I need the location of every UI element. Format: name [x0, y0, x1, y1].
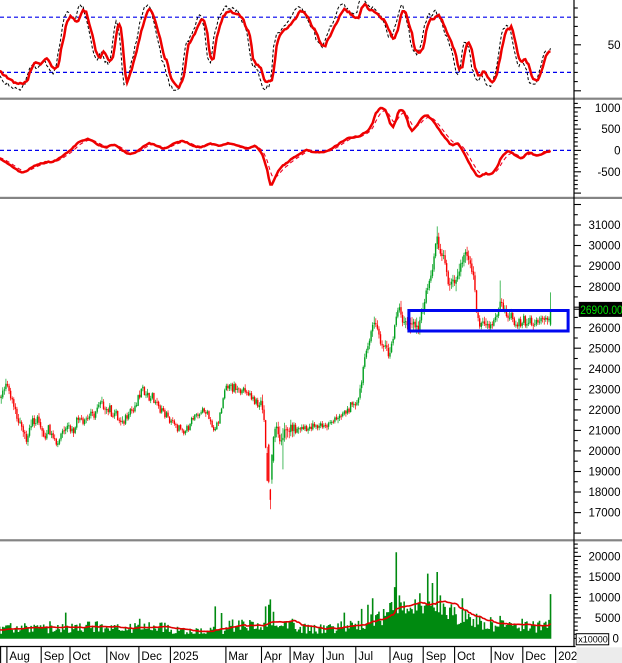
svg-text:Nov: Nov	[109, 651, 130, 663]
svg-text:Jul: Jul	[358, 651, 373, 663]
svg-text:31000: 31000	[589, 220, 621, 232]
svg-text:25000: 25000	[589, 343, 621, 355]
svg-text:29000: 29000	[589, 261, 621, 273]
svg-text:Nov: Nov	[494, 651, 515, 663]
svg-text:20000: 20000	[589, 446, 621, 458]
svg-text:10000: 10000	[589, 593, 621, 605]
svg-text:18000: 18000	[589, 487, 621, 499]
svg-text:May: May	[293, 651, 315, 663]
svg-text:Sep: Sep	[44, 651, 64, 663]
svg-text:Aug: Aug	[9, 651, 29, 663]
svg-text:Jun: Jun	[326, 651, 345, 663]
svg-text:Aug: Aug	[393, 651, 413, 663]
svg-text:x10000: x10000	[578, 635, 608, 645]
svg-text:21000: 21000	[589, 426, 621, 438]
svg-text:17000: 17000	[589, 508, 621, 520]
svg-text:0: 0	[612, 633, 618, 645]
svg-text:30000: 30000	[589, 241, 621, 253]
svg-text:0: 0	[614, 146, 620, 158]
svg-text:Dec: Dec	[141, 651, 162, 663]
svg-text:5000: 5000	[595, 613, 621, 625]
svg-text:Apr: Apr	[264, 651, 282, 663]
svg-text:24000: 24000	[589, 364, 621, 376]
svg-text:Mar: Mar	[228, 651, 248, 663]
svg-text:19000: 19000	[589, 467, 621, 479]
svg-text:Dec: Dec	[525, 651, 546, 663]
svg-text:26900.00: 26900.00	[580, 304, 622, 317]
svg-text:1000: 1000	[595, 103, 621, 115]
svg-text:500: 500	[601, 124, 620, 136]
svg-text:23000: 23000	[589, 385, 621, 397]
svg-text:50: 50	[608, 40, 621, 52]
svg-text:22000: 22000	[589, 405, 621, 417]
svg-text:Sep: Sep	[426, 651, 446, 663]
svg-text:Oct: Oct	[73, 651, 92, 663]
svg-text:Oct: Oct	[457, 651, 476, 663]
svg-text:-500: -500	[597, 167, 620, 179]
svg-text:2025: 2025	[173, 651, 199, 663]
svg-text:15000: 15000	[589, 572, 621, 584]
svg-text:26000: 26000	[589, 323, 621, 335]
svg-text:28000: 28000	[589, 282, 621, 294]
svg-text:20000: 20000	[589, 552, 621, 564]
